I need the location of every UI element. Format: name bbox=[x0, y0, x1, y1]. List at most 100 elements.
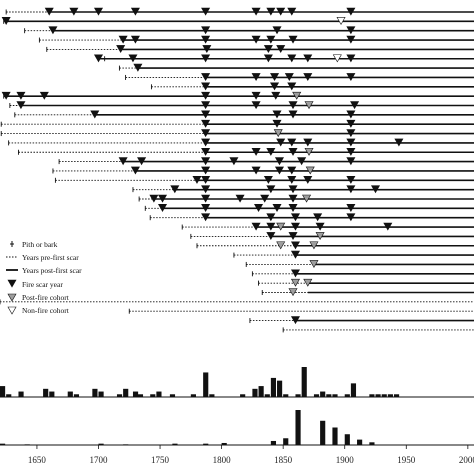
fire-scar-marker bbox=[201, 101, 211, 110]
fire-scar-marker bbox=[254, 204, 264, 212]
fire-scar-marker bbox=[266, 35, 276, 44]
histogram-bar bbox=[150, 394, 156, 397]
sample-row bbox=[46, 45, 474, 54]
fire-scar-marker bbox=[201, 91, 211, 100]
fire-scar-marker bbox=[201, 119, 211, 128]
fire-scar-marker bbox=[276, 45, 286, 54]
fire-scar-marker bbox=[272, 119, 282, 128]
fire-scar-marker bbox=[346, 35, 356, 44]
histogram-bar bbox=[283, 394, 289, 397]
post-fire-cohort-marker bbox=[276, 241, 286, 250]
x-tick-label: 2000 bbox=[459, 455, 474, 465]
legend-scar: Fire scar year bbox=[22, 280, 63, 289]
histogram-bar bbox=[203, 372, 209, 397]
fire-scar-marker bbox=[276, 138, 286, 147]
histogram-bar bbox=[98, 391, 104, 397]
histogram-bar bbox=[393, 394, 400, 397]
sample-row bbox=[245, 260, 474, 269]
fire-scar-marker bbox=[128, 54, 138, 63]
fire-scar-marker bbox=[44, 7, 54, 16]
fire-scar-marker bbox=[251, 91, 261, 100]
sample-row bbox=[58, 157, 474, 166]
fire-scar-marker bbox=[201, 129, 211, 138]
histogram-bar bbox=[326, 394, 332, 397]
histogram-bar bbox=[24, 444, 30, 445]
fire-scar-marker bbox=[1, 17, 11, 25]
histogram-bar bbox=[375, 394, 381, 397]
fire-scar-marker bbox=[201, 82, 211, 91]
fire-scar-marker bbox=[303, 138, 313, 147]
fire-scar-marker bbox=[346, 54, 356, 63]
histogram-bar bbox=[332, 394, 338, 397]
fire-scar-marker bbox=[116, 45, 126, 54]
fire-scar-marker bbox=[130, 7, 140, 16]
histogram-bar bbox=[301, 367, 307, 397]
histogram-bar bbox=[295, 410, 301, 445]
fire-scar-marker bbox=[290, 316, 300, 325]
fire-scar-marker bbox=[290, 269, 300, 278]
fire-scar-marker bbox=[315, 222, 325, 231]
fire-scar-marker bbox=[290, 213, 300, 222]
fire-scar-marker bbox=[201, 110, 211, 119]
x-tick-label: 1950 bbox=[397, 455, 416, 465]
fire-scar-marker bbox=[251, 7, 261, 16]
fire-scar-marker bbox=[287, 138, 297, 147]
histogram-bar bbox=[73, 394, 80, 397]
x-tick-label: 1750 bbox=[151, 455, 170, 465]
fire-scar-marker bbox=[251, 73, 261, 82]
histogram-bar bbox=[313, 394, 320, 397]
fire-scar-marker bbox=[346, 185, 356, 194]
fire-scar-marker bbox=[266, 213, 276, 222]
fire-scar-marker bbox=[394, 138, 404, 147]
fire-scar-marker bbox=[270, 82, 280, 91]
post-fire-cohort-marker bbox=[276, 222, 286, 231]
fire-scar-marker bbox=[303, 54, 313, 63]
cohort-histogram bbox=[0, 410, 474, 446]
fire-scar-marker bbox=[170, 185, 180, 194]
fire-scar-marker bbox=[201, 194, 211, 203]
fire-scar-histogram bbox=[0, 367, 474, 398]
fire-scar-marker bbox=[346, 157, 356, 166]
fire-scar-marker bbox=[288, 204, 298, 212]
sample-row bbox=[52, 166, 474, 175]
fire-scar-marker bbox=[346, 7, 356, 16]
x-tick-label: 1800 bbox=[213, 455, 232, 465]
fire-scar-marker bbox=[201, 157, 211, 166]
histogram-bar bbox=[320, 391, 326, 397]
histogram-bar bbox=[320, 420, 326, 445]
fire-scar-marker bbox=[201, 166, 211, 175]
sample-rows bbox=[0, 7, 474, 333]
histogram-bar bbox=[172, 443, 178, 445]
fire-scar-marker bbox=[149, 194, 159, 203]
sample-row bbox=[93, 54, 474, 63]
fire-scar-marker bbox=[39, 91, 49, 100]
sample-row bbox=[0, 129, 474, 138]
fire-scar-marker bbox=[288, 101, 298, 110]
histogram-bar bbox=[369, 394, 375, 397]
fire-scar-marker bbox=[251, 101, 261, 110]
sample-row bbox=[249, 316, 474, 325]
x-tick-label: 1900 bbox=[336, 455, 355, 465]
fire-scar-marker bbox=[346, 119, 356, 128]
fire-scar-marker bbox=[303, 176, 313, 184]
fire-scar-marker bbox=[201, 176, 211, 184]
fire-scar-marker bbox=[201, 138, 211, 147]
fire-scar-marker bbox=[130, 35, 140, 44]
non-fire-cohort-marker bbox=[336, 17, 346, 25]
post-fire-cohort-marker bbox=[273, 129, 283, 138]
fire-scar-marker bbox=[271, 91, 281, 100]
fire-scar-marker bbox=[266, 147, 276, 156]
fire-scar-marker bbox=[251, 35, 261, 44]
fire-scar-marker bbox=[201, 213, 211, 222]
legend-pre: Years pre-first scar bbox=[22, 253, 79, 262]
fire-scar-marker bbox=[251, 222, 261, 231]
histogram-bar bbox=[18, 391, 24, 397]
fire-scar-marker bbox=[201, 35, 211, 44]
fire-scar-marker bbox=[201, 26, 211, 35]
fire-scar-marker bbox=[263, 54, 273, 63]
post-fire-cohort-marker bbox=[302, 194, 312, 203]
sample-row bbox=[5, 7, 474, 16]
post-fire-cohort-marker bbox=[290, 278, 300, 287]
sample-row bbox=[149, 213, 474, 222]
legend-post-fire-cohort: Post-fire cohort bbox=[22, 293, 70, 302]
